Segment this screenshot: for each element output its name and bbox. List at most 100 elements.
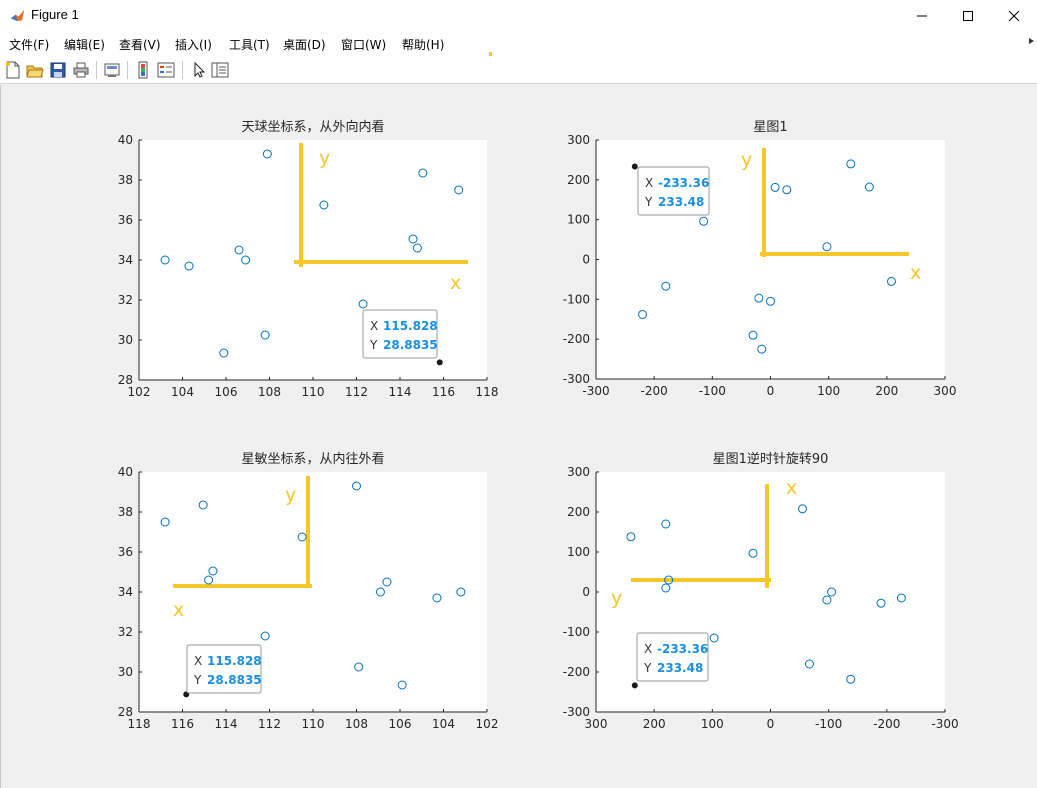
title-bar[interactable]: Figure 1 (0, 0, 1037, 32)
menu-insert[interactable]: 插入(I) (175, 38, 212, 52)
scatter-point[interactable] (626, 532, 636, 542)
x-tick-label: 100 (701, 717, 724, 731)
scatter-point[interactable] (822, 242, 832, 252)
datatip-marker[interactable] (630, 162, 639, 171)
annotation-y-label[interactable]: y (611, 587, 622, 609)
scatter-point[interactable] (260, 330, 270, 340)
datatip-marker[interactable] (630, 681, 639, 690)
property-inspector-icon[interactable] (211, 61, 229, 79)
menu-desktop[interactable]: 桌面(D) (283, 38, 326, 52)
scatter-point[interactable] (198, 500, 208, 510)
menu-tools[interactable]: 工具(T) (229, 38, 270, 52)
scatter-point[interactable] (770, 182, 780, 192)
edit-plot-arrow-icon[interactable] (190, 61, 208, 79)
annotation-x-label[interactable]: x (450, 272, 461, 294)
scatter-point[interactable] (454, 185, 464, 195)
scatter-point[interactable] (638, 309, 648, 319)
datatip[interactable]: X -233.36 Y 233.48 (637, 166, 710, 216)
menu-help[interactable]: 帮助(H) (402, 38, 445, 52)
new-figure-icon[interactable] (4, 61, 22, 79)
scatter-point[interactable] (699, 216, 709, 226)
scatter-point[interactable] (375, 587, 385, 597)
scatter-point[interactable] (382, 577, 392, 587)
annotation-y-label[interactable]: y (741, 149, 752, 171)
datatip[interactable]: X -233.36 Y 233.48 (636, 632, 709, 682)
menu-window[interactable]: 窗口(W) (341, 38, 387, 52)
scatter-point[interactable] (896, 593, 906, 603)
scatter-point[interactable] (219, 348, 229, 358)
datatip-box[interactable] (362, 309, 438, 359)
toolbar-dock-arrow-icon[interactable] (1029, 38, 1034, 44)
scatter-point[interactable] (709, 633, 719, 643)
scatter-point[interactable] (397, 680, 407, 690)
y-tick-label: 200 (567, 173, 590, 187)
minimize-button[interactable] (899, 0, 945, 32)
annotation-y-label[interactable]: y (319, 147, 330, 169)
annotation-x-label[interactable]: x (173, 599, 184, 621)
scatter-point[interactable] (456, 587, 466, 597)
scatter-point[interactable] (886, 276, 896, 286)
insert-colorbar-icon[interactable] (134, 61, 152, 79)
scatter-point[interactable] (297, 532, 307, 542)
scatter-point[interactable] (766, 296, 775, 306)
scatter-point[interactable] (748, 330, 758, 340)
scatter-point[interactable] (664, 575, 674, 585)
scatter-point[interactable] (846, 159, 856, 169)
maximize-button[interactable] (945, 0, 991, 32)
scatter-point[interactable] (319, 200, 329, 210)
scatter-point[interactable] (748, 548, 758, 558)
open-file-icon[interactable] (26, 61, 44, 79)
x-tick-label: 108 (258, 385, 281, 399)
scatter-point[interactable] (160, 255, 170, 265)
scatter-point[interactable] (822, 595, 832, 605)
save-icon[interactable] (49, 61, 67, 79)
scatter-point[interactable] (184, 261, 194, 271)
menu-view[interactable]: 查看(V) (119, 38, 161, 52)
scatter-point[interactable] (204, 575, 214, 585)
datatip-box[interactable] (636, 632, 709, 682)
menu-edit[interactable]: 编辑(E) (64, 38, 105, 52)
x-tick-label: 102 (128, 385, 151, 399)
scatter-point[interactable] (754, 293, 764, 303)
scatter-point[interactable] (661, 583, 671, 593)
insert-legend-icon[interactable] (157, 61, 175, 79)
x-tick-label: 200 (643, 717, 666, 731)
scatter-point[interactable] (354, 662, 364, 672)
scatter-point[interactable] (757, 344, 767, 354)
y-tick-label: 40 (118, 465, 133, 479)
scatter-point[interactable] (661, 281, 671, 291)
scatter-point[interactable] (661, 519, 671, 529)
scatter-point[interactable] (260, 631, 270, 641)
datatip-box[interactable] (186, 644, 262, 694)
scatter-point[interactable] (234, 245, 244, 255)
scatter-point[interactable] (352, 481, 361, 491)
menu-file[interactable]: 文件(F) (9, 38, 50, 52)
scatter-point[interactable] (432, 593, 442, 603)
scatter-point[interactable] (846, 674, 856, 684)
scatter-point[interactable] (412, 243, 422, 253)
print-icon[interactable] (72, 61, 90, 79)
scatter-point[interactable] (358, 299, 368, 309)
scatter-point[interactable] (208, 566, 218, 576)
scatter-point[interactable] (782, 185, 792, 195)
scatter-point[interactable] (418, 168, 428, 178)
close-button[interactable] (991, 0, 1037, 32)
link-plot-icon[interactable] (103, 61, 121, 79)
scatter-point[interactable] (160, 517, 170, 527)
scatter-point[interactable] (262, 149, 272, 159)
annotation-x-label[interactable]: x (910, 262, 921, 284)
x-tick-label: 106 (215, 385, 238, 399)
datatip[interactable]: X 115.828 Y 28.8835 (362, 309, 438, 359)
scatter-point[interactable] (827, 587, 837, 597)
datatip-marker[interactable] (435, 358, 444, 367)
scatter-point[interactable] (797, 504, 807, 514)
scatter-point[interactable] (876, 598, 886, 608)
datatip-box[interactable] (637, 166, 710, 216)
annotation-y-label[interactable]: y (285, 484, 296, 506)
scatter-point[interactable] (864, 182, 874, 192)
annotation-x-label[interactable]: x (786, 477, 797, 499)
scatter-point[interactable] (804, 659, 814, 669)
datatip[interactable]: X 115.828 Y 28.8835 (186, 644, 262, 694)
scatter-point[interactable] (241, 255, 251, 265)
scatter-point[interactable] (408, 234, 418, 244)
